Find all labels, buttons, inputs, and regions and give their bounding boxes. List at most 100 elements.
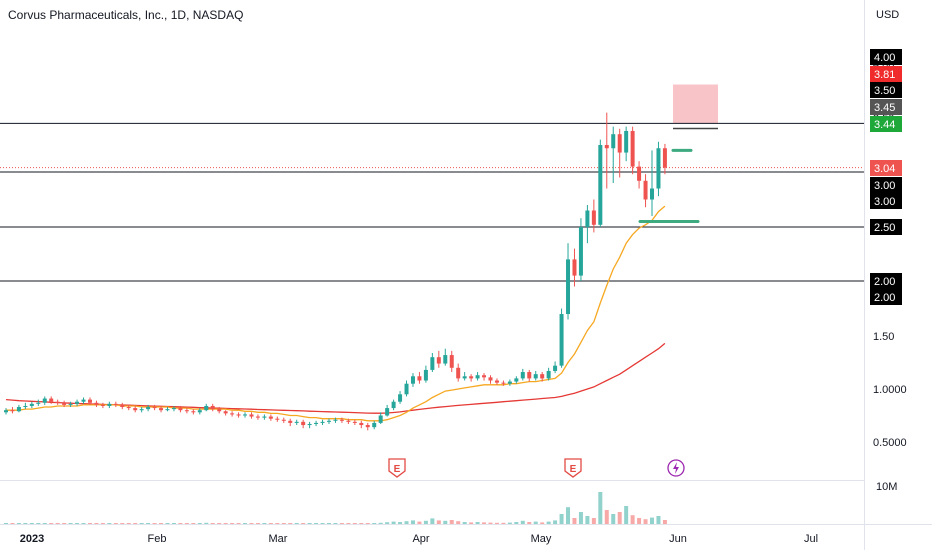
candle xyxy=(42,396,47,405)
candle xyxy=(255,414,260,420)
svg-text:3.50: 3.50 xyxy=(874,85,895,97)
volume-bar xyxy=(10,523,15,524)
time-tick-label: Feb xyxy=(148,533,167,545)
volume-bar xyxy=(113,523,118,524)
volume-bar xyxy=(268,523,273,524)
candle xyxy=(617,128,622,178)
risk-zone-box xyxy=(673,84,718,130)
volume-bar xyxy=(501,522,506,524)
candle xyxy=(217,407,222,414)
price-tag: 3.50 xyxy=(870,82,902,98)
candle xyxy=(650,150,654,216)
candle xyxy=(378,412,383,424)
earnings-marker-may[interactable]: E xyxy=(564,458,582,478)
price-tick-label: 1.0000 xyxy=(873,384,907,396)
volume-bar xyxy=(624,506,629,524)
volume-bar xyxy=(327,523,331,524)
volume-bar xyxy=(230,523,235,524)
candle xyxy=(449,350,454,373)
volume-bar xyxy=(146,523,151,524)
candle xyxy=(29,401,34,409)
svg-text:4.00: 4.00 xyxy=(874,52,895,64)
svg-text:2.00: 2.00 xyxy=(874,276,895,288)
chart-title: Corvus Pharmaceuticals, Inc., 1D, NASDAQ xyxy=(8,8,244,22)
candle xyxy=(146,404,151,412)
svg-text:E: E xyxy=(570,464,577,475)
volume-bar xyxy=(546,521,551,524)
volume-bar xyxy=(462,522,467,524)
volume-bar xyxy=(553,520,558,524)
volume-bar xyxy=(578,512,583,524)
earnings-marker-apr[interactable]: E xyxy=(388,458,406,478)
volume-bar xyxy=(436,520,441,524)
volume-bar xyxy=(469,522,474,524)
svg-text:E: E xyxy=(394,464,401,475)
volume-bar xyxy=(378,522,383,524)
candle xyxy=(520,368,525,381)
volume-bars xyxy=(4,492,667,524)
candle xyxy=(223,410,228,416)
candle xyxy=(107,401,112,409)
time-axis[interactable]: 2023 Feb Mar Apr May Jun Jul xyxy=(20,533,818,545)
time-tick-label: Mar xyxy=(269,533,288,545)
candle xyxy=(333,417,338,423)
volume-bar xyxy=(62,523,67,524)
candle xyxy=(488,375,493,384)
price-tag: 3.00 xyxy=(870,177,902,193)
candle xyxy=(230,411,235,417)
candle xyxy=(553,361,558,374)
volume-bar xyxy=(42,523,47,524)
volume-bar xyxy=(598,492,603,524)
volume-bar xyxy=(430,518,435,524)
volume-bar xyxy=(87,523,92,524)
volume-bar xyxy=(443,520,448,524)
lightning-icon[interactable] xyxy=(667,459,685,477)
volume-bar xyxy=(404,521,409,524)
volume-bar xyxy=(126,523,131,524)
candle xyxy=(585,205,590,244)
volume-bar xyxy=(566,507,571,524)
candle xyxy=(81,397,86,404)
candle xyxy=(475,372,480,381)
volume-bar xyxy=(391,521,396,524)
candle xyxy=(152,404,157,411)
price-tag: 3.81 xyxy=(870,66,902,82)
time-tick-label: May xyxy=(531,533,552,545)
volume-bar xyxy=(29,523,34,524)
volume-bar xyxy=(23,523,28,524)
currency-label: USD xyxy=(876,9,899,21)
price-tag: 3.45 xyxy=(870,99,902,115)
candle xyxy=(456,363,461,382)
candle xyxy=(566,243,571,320)
candle xyxy=(443,348,448,366)
volume-bar xyxy=(359,523,364,524)
candle xyxy=(572,248,577,287)
candle xyxy=(540,372,545,382)
volume-bar xyxy=(314,523,319,524)
candle xyxy=(236,412,241,418)
stop-zone xyxy=(673,84,718,124)
volume-bar xyxy=(456,521,461,524)
candle xyxy=(630,126,635,175)
volume-bar xyxy=(184,523,189,524)
candle xyxy=(204,403,209,412)
volume-bar xyxy=(55,523,60,524)
candle xyxy=(87,397,92,405)
candle xyxy=(68,401,73,408)
candles xyxy=(4,112,667,431)
svg-text:3.04: 3.04 xyxy=(874,163,895,175)
candle xyxy=(494,378,499,385)
volume-bar xyxy=(410,520,415,524)
candle xyxy=(55,399,60,405)
volume-bar xyxy=(482,522,487,524)
svg-text:3.45: 3.45 xyxy=(874,102,895,114)
volume-bar xyxy=(494,522,499,524)
candle xyxy=(365,422,370,431)
volume-bar xyxy=(120,523,125,524)
candle xyxy=(94,400,99,408)
candle xyxy=(559,308,564,368)
candle xyxy=(578,218,583,281)
sma-slow-line xyxy=(5,342,666,414)
